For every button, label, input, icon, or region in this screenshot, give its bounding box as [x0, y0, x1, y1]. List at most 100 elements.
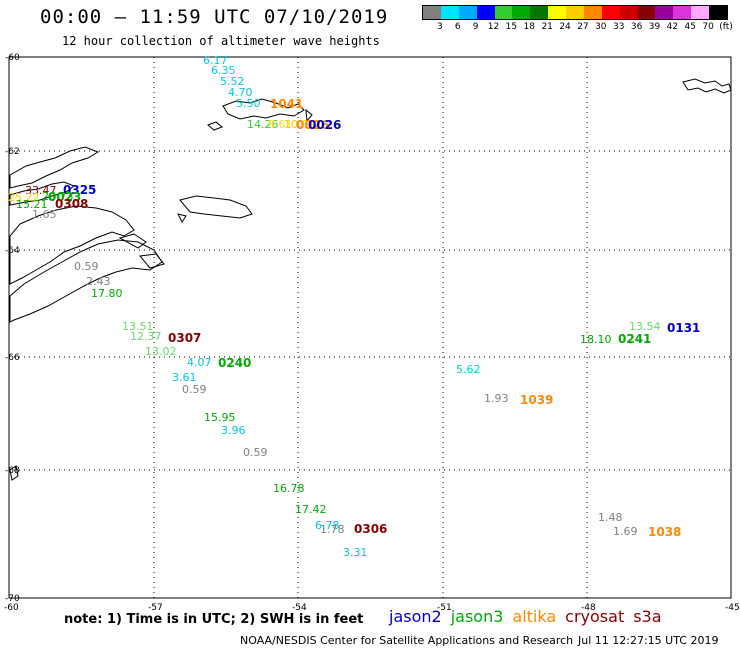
- wave-height-label: 20.73: [42, 190, 74, 203]
- color-swatch: [566, 6, 584, 19]
- color-scale-label: 6: [454, 22, 461, 32]
- pass-time-label: 0241: [618, 332, 651, 346]
- color-scale-label: 27: [577, 22, 589, 32]
- wave-height-label: 18.10: [580, 333, 612, 346]
- longitude-tick-label: -45: [725, 603, 740, 613]
- lat-lon-grid: [8, 56, 732, 599]
- color-scale-label: 36: [630, 22, 643, 32]
- color-scale-label: 30: [595, 22, 607, 32]
- wave-height-label: 4.70: [228, 86, 253, 99]
- wave-height-label: 17.80: [91, 287, 123, 300]
- wave-height-label: 13.54: [629, 320, 661, 333]
- color-scale-label: 18: [523, 22, 536, 32]
- color-swatch: [619, 6, 638, 19]
- color-scale-label: 15: [505, 22, 518, 32]
- wave-height-label: 1.69: [613, 525, 638, 538]
- generation-timestamp: Jul 11 12:27:15 UTC 2019: [578, 634, 719, 647]
- color-swatch: [494, 6, 513, 19]
- wave-height-label: 6.78: [315, 519, 340, 532]
- color-scale-label: (ft): [719, 22, 733, 32]
- wave-height-label: 12.37: [130, 330, 162, 343]
- map-subtitle: 12 hour collection of altimeter wave hei…: [62, 34, 380, 48]
- satellite-legend-item: altika: [512, 607, 557, 626]
- wave-height-label: 15.21: [16, 198, 48, 211]
- wave-height-label: 17.42: [295, 503, 327, 516]
- coastline: [207, 121, 223, 131]
- wave-height-label: 3.61: [172, 371, 197, 384]
- wave-height-label: 1.48: [598, 511, 623, 524]
- color-swatch: [583, 6, 602, 19]
- satellite-legend-item: jason3: [450, 607, 504, 626]
- color-swatch: [601, 6, 620, 19]
- color-swatch: [673, 6, 692, 19]
- color-swatch: [637, 6, 656, 19]
- color-scale-label: 70: [702, 22, 714, 32]
- map-frame: [8, 56, 732, 599]
- pass-time-label: 0131: [667, 321, 700, 335]
- latitude-tick-label: -62: [5, 147, 20, 157]
- coastline: [9, 181, 76, 206]
- color-swatch: [691, 6, 709, 19]
- color-swatch: [530, 6, 549, 19]
- pass-time-label: 0325: [63, 183, 96, 197]
- longitude-tick-label: -57: [148, 603, 163, 613]
- axis-tick-labels: -60-62-64-66-68-70-60 -57 -54 -51 -48 -45: [4, 53, 740, 613]
- pass-time-label: 0240: [218, 356, 251, 370]
- color-scale-label: 12: [487, 22, 500, 32]
- color-scale-label: 39: [648, 22, 661, 32]
- wave-height-label: 5.62: [456, 363, 481, 376]
- color-swatch: [458, 6, 477, 19]
- pass-time-label: 1041: [270, 97, 303, 111]
- pass-time-label: 0026: [296, 118, 329, 132]
- pass-time-label: 1038: [648, 525, 681, 539]
- longitude-tick-label: -51: [437, 603, 452, 613]
- agency-credit: NOAA/NESDIS Center for Satellite Applica…: [240, 634, 574, 647]
- coastline: [9, 205, 135, 285]
- wave-height-label: 6.35: [211, 64, 236, 77]
- coastline: [9, 146, 100, 189]
- coastline: [682, 78, 732, 94]
- color-scale-labels: 3 6 9 12 15 18 21 24 27 30 33 36 39 42 45 70 (ft): [422, 20, 733, 34]
- satellite-legend-item: s3a: [633, 607, 662, 626]
- wave-height-labels: 6.176.355.524.705.5014.268.6110.0033.472…: [8, 54, 661, 559]
- latitude-tick-label: -60: [5, 53, 20, 63]
- wave-height-label: 13.51: [122, 320, 154, 333]
- coastline: [118, 233, 147, 249]
- wave-height-label: 2.43: [86, 275, 111, 288]
- coastline: [139, 253, 165, 269]
- wave-height-label: 8.61: [268, 118, 293, 131]
- wave-height-label: 25.22: [8, 191, 40, 204]
- units-note: note: 1) Time is in UTC; 2) SWH is in fe…: [64, 612, 364, 627]
- wave-height-color-scale: 3 6 9 12 15 18 21 24 27 30 33 36 39 42 45 70 (ft): [422, 5, 733, 35]
- wave-height-label: 14.26: [247, 118, 279, 131]
- color-swatch: [423, 6, 441, 19]
- wave-height-label: 10.00: [284, 118, 316, 131]
- wave-height-label: 0.59: [243, 446, 268, 459]
- coastline: [305, 108, 313, 123]
- wave-height-label: 6.17: [203, 54, 228, 67]
- color-swatch: [655, 6, 674, 19]
- wave-height-label: 1.65: [32, 208, 57, 221]
- wave-height-label: 15.95: [204, 411, 236, 424]
- color-scale-swatches: [422, 5, 728, 20]
- color-scale-label: 3: [437, 22, 443, 32]
- coastline: [9, 239, 163, 323]
- wave-height-label: 16.78: [273, 482, 305, 495]
- color-scale-label: 24: [559, 22, 571, 32]
- pass-time-label: 0306: [354, 522, 387, 536]
- wave-height-label: 1.78: [320, 523, 345, 536]
- pass-time-label: 0308: [55, 197, 88, 211]
- coastlines: [9, 78, 732, 481]
- latitude-tick-label: -64: [5, 246, 20, 256]
- coastline: [177, 213, 187, 223]
- color-swatch: [548, 6, 566, 19]
- satellite-legend-item: cryosat: [565, 607, 625, 626]
- wave-height-label: 1.93: [484, 392, 509, 405]
- wave-height-label: 3.31: [343, 546, 368, 559]
- pass-time-label: 0026: [308, 118, 341, 132]
- wave-height-label: 5.50: [236, 97, 261, 110]
- latitude-tick-label: -66: [5, 353, 20, 363]
- latitude-tick-label: -68: [5, 466, 20, 476]
